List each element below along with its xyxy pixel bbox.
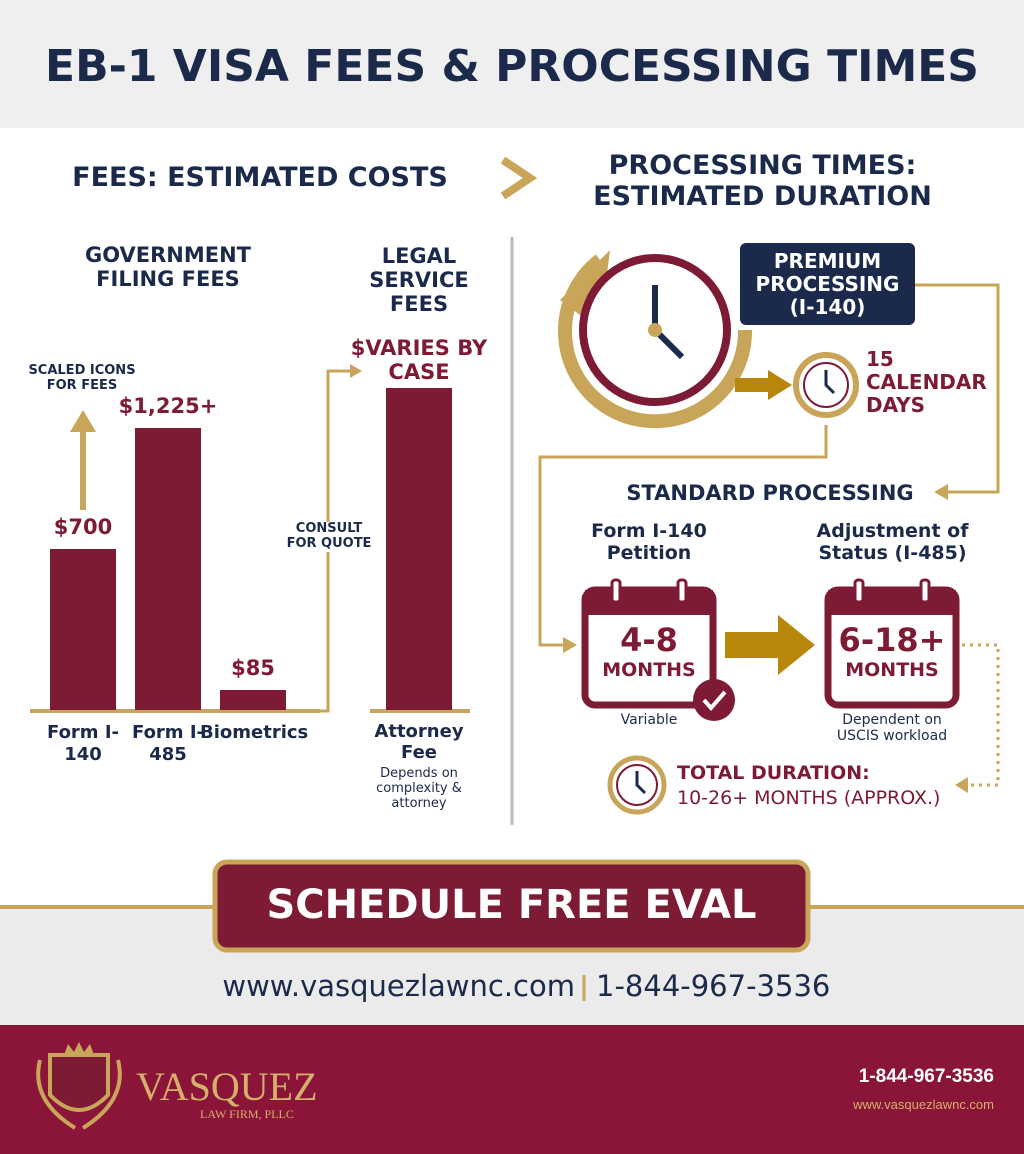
check — [702, 690, 727, 712]
clock-center — [648, 323, 662, 337]
connector — [538, 425, 828, 647]
subheading: GOVERNMENT FILING FEES — [84, 243, 251, 292]
subheading: STANDARD PROCESSING — [626, 481, 914, 505]
connector-arrow — [934, 484, 948, 500]
logo-name: VASQUEZ — [136, 1064, 318, 1109]
calendar-top — [585, 590, 713, 615]
category-label: Attorney Fee — [374, 721, 464, 763]
ring — [853, 578, 865, 604]
value-label: $VARIES BY CASE — [350, 336, 488, 385]
connector — [915, 283, 1000, 494]
bar — [50, 549, 116, 710]
connector-arrow — [563, 637, 577, 653]
footer-website: www.vasquezlawnc.com — [853, 1097, 994, 1112]
connector-arrow — [955, 777, 968, 793]
category-label: Form I-485 — [132, 722, 204, 765]
step-unit: MONTHS — [602, 659, 696, 681]
step-label: Adjustment of Status (I-485) — [816, 520, 969, 564]
step-unit: MONTHS — [845, 659, 939, 681]
step-range: 4-8 — [620, 621, 678, 659]
logo-sub: LAW FIRM, PLLC — [200, 1107, 294, 1121]
ring — [610, 578, 622, 604]
value-label: $85 — [231, 656, 275, 681]
title: EB-1 VISA FEES & PROCESSING TIMES — [45, 41, 979, 92]
note: SCALED ICONS FOR FEES — [28, 363, 136, 393]
legal-bar — [386, 388, 452, 710]
arrow-head — [778, 615, 815, 675]
bar — [220, 690, 286, 710]
step-note: Variable — [620, 712, 678, 728]
arrow-head — [70, 410, 96, 432]
detail: Depends on complexity & attorney — [376, 766, 462, 811]
premium-duration: 15 CALENDAR DAYS — [866, 347, 987, 417]
logo-wreath — [36, 1059, 122, 1130]
section-heading: PROCESSING TIMES: ESTIMATED DURATION — [593, 150, 932, 213]
arrow — [725, 632, 780, 658]
bar — [135, 428, 201, 710]
logo-shield — [48, 1053, 110, 1112]
note: CONSULT FOR QUOTE — [283, 521, 375, 552]
total-value: 10-26+ MONTHS (APPROX.) — [677, 787, 941, 809]
premium-label: PREMIUM PROCESSING (I-140) — [755, 249, 900, 319]
step-label: Form I-140 Petition — [591, 520, 707, 564]
ring — [676, 578, 688, 604]
footer-phone: 1-844-967-3536 — [858, 1066, 994, 1087]
header-band — [0, 0, 1024, 128]
check-badge — [693, 679, 735, 721]
small-clock — [616, 764, 658, 806]
premium-box — [740, 243, 915, 325]
small-clock-hands — [635, 771, 647, 795]
value-label: $700 — [53, 515, 113, 539]
cta-button[interactable]: SCHEDULE FREE EVAL — [266, 882, 757, 928]
cta-button-shape — [212, 859, 811, 953]
footer-band — [0, 1025, 1024, 1154]
small-clock-hands — [824, 370, 836, 395]
ring — [919, 578, 931, 604]
total-label: TOTAL DURATION: — [677, 762, 870, 784]
logo-crown — [64, 1042, 94, 1055]
chevron — [500, 156, 538, 200]
value-label: $1,225+ — [118, 394, 218, 419]
category-label: Biometrics — [200, 722, 309, 743]
step-note: Dependent on USCIS workload — [836, 712, 948, 745]
bracket-arrow — [350, 364, 362, 378]
section-heading: FEES: ESTIMATED COSTS — [72, 162, 448, 193]
calendar-top — [828, 590, 956, 615]
small-clock — [803, 362, 849, 408]
arrow-head — [768, 370, 792, 400]
cta-website[interactable]: www.vasquezlawnc.com — [222, 969, 575, 1003]
step-range: 6-18+ — [838, 621, 946, 659]
subheading: LEGAL SERVICE FEES — [369, 244, 469, 317]
dotted-connector — [962, 643, 1000, 787]
cta-phone[interactable]: 1-844-967-3536 — [596, 969, 831, 1003]
category-label: Form I-140 — [47, 722, 119, 765]
